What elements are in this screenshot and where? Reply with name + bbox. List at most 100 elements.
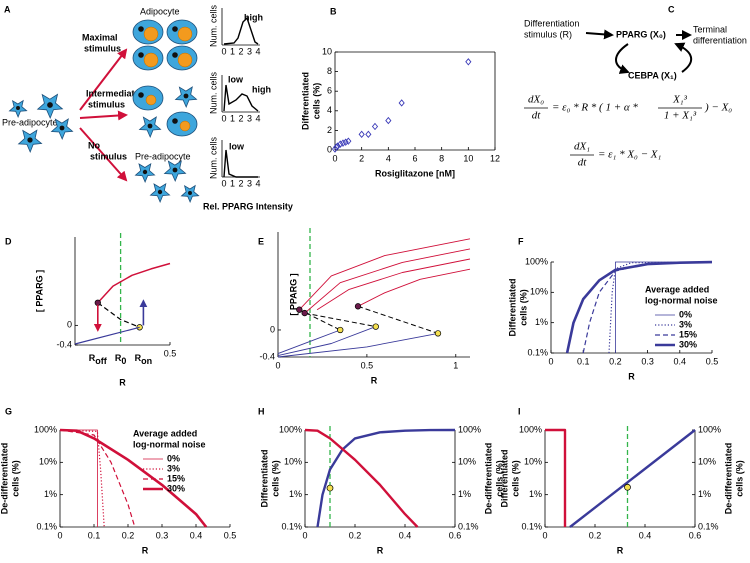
panel-letter: G — [5, 406, 12, 416]
nucleus — [172, 118, 178, 124]
legend-label: 15% — [167, 473, 185, 483]
lipid — [177, 26, 193, 42]
data-point — [385, 116, 392, 125]
equation: dt — [578, 157, 588, 169]
curve — [277, 329, 341, 355]
y-tick-label: 6 — [327, 86, 332, 96]
threshold-sub: off — [95, 356, 107, 366]
x-label: R — [377, 545, 384, 555]
curve — [357, 268, 471, 307]
y-tick-label: 0.1% — [281, 521, 302, 531]
axis-label: cells (%) — [494, 460, 504, 497]
data-point — [337, 140, 344, 148]
x-tick-label: 0 — [221, 113, 226, 123]
curve — [565, 260, 713, 354]
y-label: Num. cells — [208, 137, 218, 180]
curve — [97, 262, 171, 304]
x-tick-label: 0 — [548, 356, 553, 366]
curve — [59, 428, 208, 528]
state-point — [94, 299, 101, 306]
node-label: PPARG (X₀) — [616, 29, 666, 39]
x-tick-label: 1 — [230, 113, 235, 123]
equation: X₁³ — [672, 94, 688, 106]
equation: = ε₀ * R * ( 1 + α * — [552, 102, 638, 114]
legend-label: 0% — [679, 309, 692, 319]
curve — [316, 258, 471, 311]
threshold-sub: 0 — [121, 356, 126, 366]
equation: = ε₁ * X₀ − X₁ — [598, 149, 662, 161]
histogram — [223, 149, 258, 178]
equation: dX₁ — [574, 141, 590, 153]
curve — [298, 238, 471, 311]
y-tick-label: 10% — [530, 287, 548, 297]
outcome-label: Adipocyte — [140, 6, 180, 16]
axis-label: De-differentiated — [0, 443, 9, 515]
x-label: R — [617, 545, 624, 555]
y2-tick-label: 100% — [698, 424, 721, 434]
axis-label: [ PPARG ] — [288, 273, 298, 315]
lipid — [179, 120, 191, 132]
x-tick-label: 4 — [255, 113, 260, 123]
node-label: Terminal — [693, 24, 727, 34]
x-tick-label: 0.6 — [689, 530, 702, 540]
y-label: Num. cells — [208, 5, 218, 48]
threshold-main: R — [135, 353, 142, 363]
curve — [74, 326, 140, 345]
node-label: CEBPA (X₁) — [628, 70, 677, 80]
arrow — [79, 48, 128, 111]
legend-title: log-normal noise — [645, 295, 718, 305]
x-tick-label: 1 — [230, 46, 235, 56]
data-point — [342, 138, 349, 146]
equation: dX₀ — [528, 94, 544, 106]
axis-label: Differentiated — [507, 278, 517, 336]
x-tick-label: 0.4 — [190, 530, 203, 540]
y-tick-label: 2 — [327, 125, 332, 135]
equation: 1 + X₁³ — [664, 110, 697, 122]
arrow — [615, 43, 630, 74]
nucleus — [188, 191, 192, 195]
y2-tick-label: 0.1% — [698, 521, 719, 531]
annotation: high — [244, 12, 263, 22]
stimulus-label: Intermediate — [86, 88, 140, 98]
x-label: R — [628, 371, 635, 381]
histogram — [223, 16, 259, 45]
x-tick-label: 6 — [412, 153, 417, 163]
nucleus — [27, 137, 33, 143]
intersection-point — [326, 484, 334, 492]
axis-label: De-differentiated — [483, 443, 493, 515]
x-tick-label: 0.4 — [639, 530, 652, 540]
y-tick-label: 0.1% — [521, 521, 542, 531]
x-tick-label: 4 — [255, 178, 260, 188]
state-point — [434, 330, 442, 337]
curve — [277, 326, 376, 357]
x-tick-label: 0.4 — [399, 530, 412, 540]
x-tick-label: 0.4 — [674, 356, 687, 366]
annotation: low — [228, 74, 244, 84]
x-tick-label: 2 — [238, 113, 243, 123]
y-tick-label: 10% — [39, 457, 57, 467]
nucleus — [183, 93, 189, 99]
x-tick-label: 0 — [542, 530, 547, 540]
legend-title: Average added — [133, 428, 197, 438]
curve — [316, 428, 456, 528]
x-tick-label: 0.2 — [122, 530, 135, 540]
legend-title: log-normal noise — [133, 439, 206, 449]
x-tick-label: 4 — [255, 46, 260, 56]
stimulus-label: stimulus — [90, 151, 127, 161]
data-point — [365, 130, 372, 139]
equation: dt — [532, 110, 542, 122]
curve — [97, 302, 140, 328]
data-point — [358, 130, 365, 139]
y-tick-label: 10% — [284, 457, 302, 467]
data-point — [345, 137, 352, 145]
x-tick-label: 0 — [221, 178, 226, 188]
y-tick-label: 1% — [289, 489, 302, 499]
x-tick-label: 0.3 — [641, 356, 654, 366]
curve — [59, 429, 136, 528]
nucleus — [142, 169, 148, 175]
arrow — [79, 110, 128, 121]
y-tick-label: -0.4 — [56, 339, 72, 349]
lipid — [143, 26, 159, 42]
curve — [304, 248, 471, 314]
